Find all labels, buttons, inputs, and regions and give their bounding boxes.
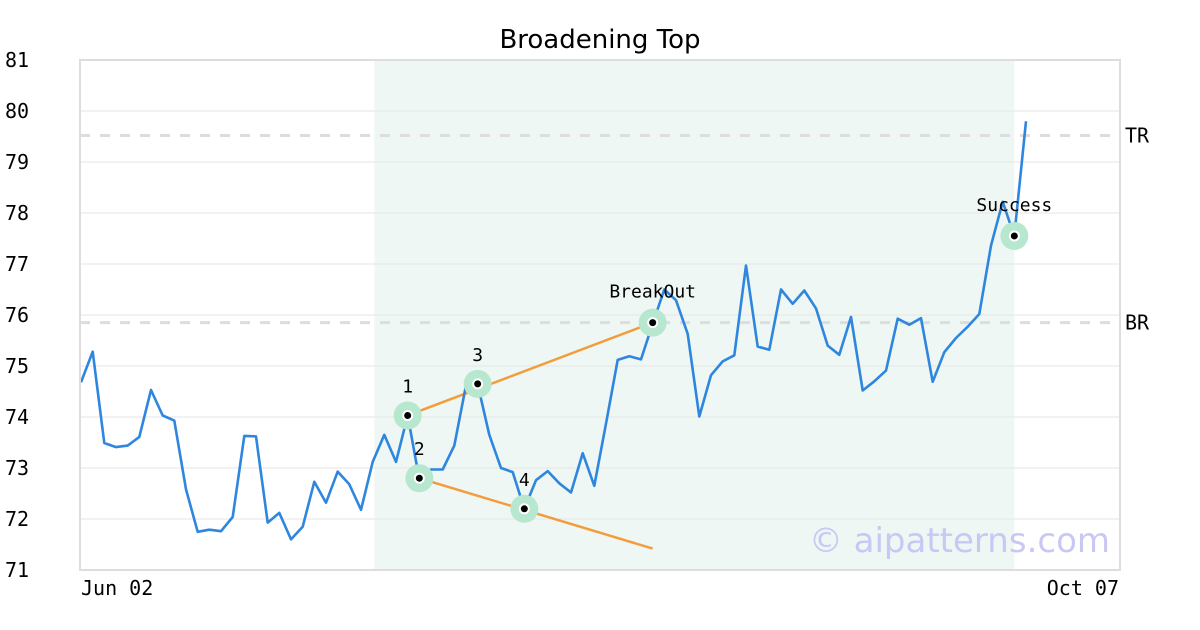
y-tick-label-79: 79 xyxy=(5,150,29,174)
level-lines-layer: TR BR xyxy=(80,123,1150,335)
pattern-point-3-dot xyxy=(474,380,482,388)
price-line-layer xyxy=(79,121,1028,541)
y-tick-label-78: 78 xyxy=(5,201,29,225)
trendline-1 xyxy=(407,321,654,417)
chart-title: Broadening Top xyxy=(499,25,700,55)
pattern-point-4-dot xyxy=(520,505,528,513)
x-tick-labels: Jun 02 Oct 07 xyxy=(81,576,1119,600)
pattern-point-label-1: 1 xyxy=(402,376,413,397)
annotation-label-breakout: BreakOut xyxy=(609,282,696,303)
pattern-point-1-dot xyxy=(404,411,412,419)
gridlines-layer xyxy=(80,110,1120,520)
price-series-line xyxy=(79,121,1028,541)
x-tick-label-end: Oct 07 xyxy=(1047,576,1119,600)
watermark: © aipatterns.com xyxy=(809,521,1110,561)
pattern-point-label-2: 2 xyxy=(414,439,425,460)
annotation-label-success: Success xyxy=(976,195,1052,216)
y-tick-label-81: 81 xyxy=(5,48,29,72)
y-tick-label-76: 76 xyxy=(5,303,29,327)
pattern-markers-layer: 1 2 3 4 BreakOut Success xyxy=(393,195,1052,523)
y-tick-labels: 71 72 73 74 75 76 77 78 79 80 81 xyxy=(5,48,29,582)
annotation-breakout-dot xyxy=(649,319,657,327)
x-tick-label-start: Jun 02 xyxy=(81,576,153,600)
pattern-point-label-4: 4 xyxy=(519,470,530,491)
pattern-point-label-3: 3 xyxy=(472,345,483,366)
y-tick-label-72: 72 xyxy=(5,507,29,531)
annotation-success-dot xyxy=(1010,232,1018,240)
y-tick-label-75: 75 xyxy=(5,354,29,378)
plot-frame-layer xyxy=(79,59,1121,571)
y-tick-label-73: 73 xyxy=(5,456,29,480)
y-tick-label-74: 74 xyxy=(5,405,29,429)
level-label-tr: TR xyxy=(1125,123,1150,147)
y-tick-label-71: 71 xyxy=(5,558,29,582)
level-label-br: BR xyxy=(1125,311,1150,335)
y-tick-label-80: 80 xyxy=(5,99,29,123)
pattern-point-2-dot xyxy=(415,474,423,482)
plot-frame xyxy=(79,59,1121,571)
y-tick-label-77: 77 xyxy=(5,252,29,276)
